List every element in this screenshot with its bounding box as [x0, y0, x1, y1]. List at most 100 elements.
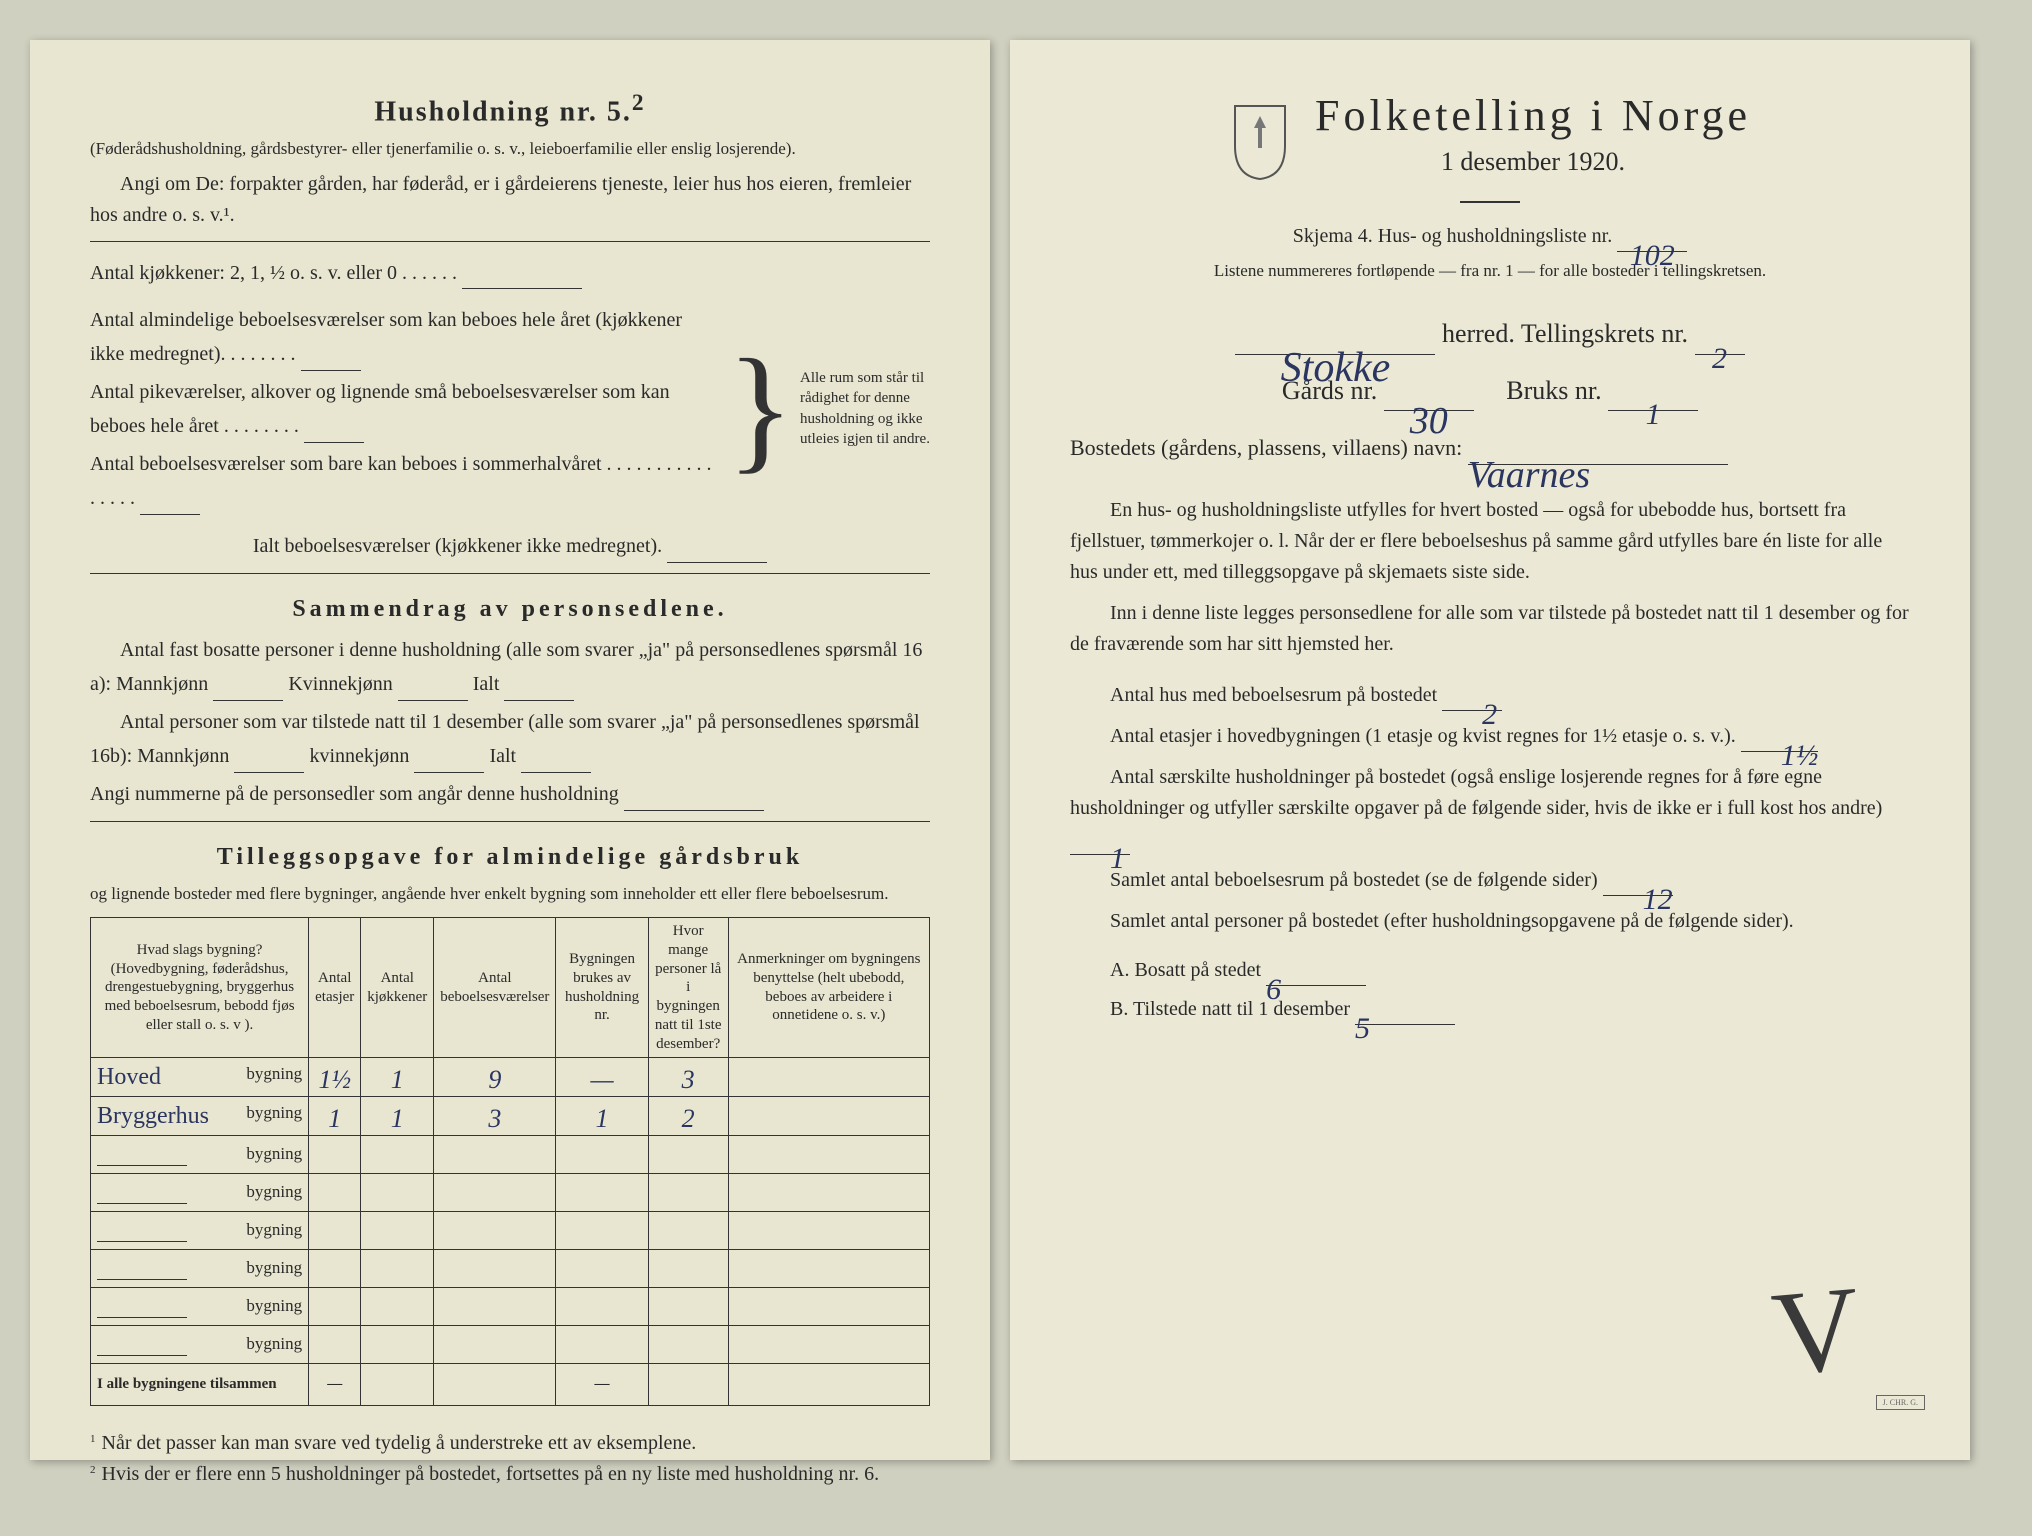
building-cell — [434, 1212, 556, 1250]
building-cell — [361, 1326, 434, 1364]
A-val: 6 — [1266, 973, 1281, 1006]
skjema-label: Skjema 4. Hus- og husholdningsliste nr. — [1293, 225, 1612, 247]
rule-2 — [90, 573, 930, 574]
building-cell — [728, 1212, 929, 1250]
kitchen-text: Antal kjøkkener: 2, 1, ½ o. s. v. eller … — [90, 262, 457, 284]
q1-fill: 2 — [1442, 689, 1502, 711]
building-row: bygning — [91, 1136, 930, 1174]
krets-fill: 2 — [1695, 333, 1745, 355]
q5: Samlet antal personer på bostedet (efter… — [1070, 906, 1910, 937]
building-cell — [728, 1058, 929, 1097]
kitchen-line: Antal kjøkkener: 2, 1, ½ o. s. v. eller … — [90, 258, 930, 289]
left-title: Husholdning nr. 5.2 — [90, 90, 930, 128]
building-row-label: bygning — [91, 1136, 309, 1174]
building-row: bygning — [91, 1288, 930, 1326]
fn2-n: 2 — [90, 1464, 96, 1476]
building-cell — [728, 1288, 929, 1326]
building-cell — [648, 1288, 728, 1326]
bosted-lbl: Bostedets (gårdens, plassens, villaens) … — [1070, 435, 1462, 460]
building-cell: 9 — [434, 1058, 556, 1097]
building-row: bygning — [91, 1212, 930, 1250]
footnotes: 1 Når det passer kan man svare ved tydeli… — [90, 1428, 930, 1490]
building-row: Hoved bygning1½19—3 — [91, 1058, 930, 1097]
item-B: B. Tilstede natt til 1 desember 5 — [1110, 994, 1910, 1025]
s1-kv-fill — [398, 679, 468, 701]
building-cell — [361, 1288, 434, 1326]
building-cell — [728, 1174, 929, 1212]
building-cell — [361, 1250, 434, 1288]
building-row: bygning — [91, 1326, 930, 1364]
building-row: bygning — [91, 1250, 930, 1288]
building-th-3: Antalbeboelsesværelser — [434, 918, 556, 1058]
building-thead: Hvad slags bygning?(Hovedbygning, føderå… — [91, 918, 930, 1058]
A-lbl: A. Bosatt på stedet — [1110, 959, 1261, 981]
building-cell — [309, 1212, 361, 1250]
building-cell — [434, 1174, 556, 1212]
building-row-label: bygning — [91, 1326, 309, 1364]
A-fill: 6 — [1266, 964, 1366, 986]
brace-icon: } — [721, 339, 800, 479]
building-footer-cell — [361, 1364, 434, 1406]
building-cell — [556, 1174, 648, 1212]
brace-left-col: Antal almindelige beboelsesværelser som … — [90, 299, 721, 519]
building-th-4: Bygningenbrukes avhusholdning nr. — [556, 918, 648, 1058]
bruk-val: 1 — [1646, 398, 1661, 431]
building-th-1: Antaletasjer — [309, 918, 361, 1058]
brace-right-text: Alle rum som står til rådighet for denne… — [800, 368, 930, 449]
building-cell — [309, 1288, 361, 1326]
main-title: Folketelling i Norge — [1315, 90, 1751, 141]
left-title-text: Husholdning nr. 5. — [374, 96, 632, 127]
building-cell: 1 — [361, 1097, 434, 1136]
building-cell: 1 — [361, 1058, 434, 1097]
para2: Inn i denne liste legges personsedlene f… — [1070, 598, 1910, 660]
s2: Antal personer som var tilstede natt til… — [90, 705, 930, 773]
building-cell — [556, 1250, 648, 1288]
checkmark-icon: V — [1767, 1258, 1865, 1403]
item-A: A. Bosatt på stedet 6 — [1110, 955, 1910, 986]
s2b: kvinnekjønn — [309, 745, 409, 767]
building-th-2: Antalkjøkkener — [361, 918, 434, 1058]
building-cell: 2 — [648, 1097, 728, 1136]
s2c: Ialt — [489, 745, 516, 767]
building-th-5: Hvor mangepersoner låi bygningennatt til… — [648, 918, 728, 1058]
building-cell — [728, 1097, 929, 1136]
herred-val: Stokke — [1281, 345, 1391, 391]
building-cell — [434, 1288, 556, 1326]
s3-fill — [624, 789, 764, 811]
q2-fill: 1½ — [1741, 730, 1819, 752]
b2-fill — [304, 421, 364, 443]
building-header-row: Hvad slags bygning?(Hovedbygning, føderå… — [91, 918, 930, 1058]
fn1-n: 1 — [90, 1433, 96, 1445]
brace-block: Antal almindelige beboelsesværelser som … — [90, 299, 930, 519]
building-row-label: bygning — [91, 1174, 309, 1212]
s1b: Kvinnekjønn — [288, 673, 392, 695]
building-cell — [648, 1136, 728, 1174]
s1-mann-fill — [213, 679, 283, 701]
q2-val: 1½ — [1781, 739, 1819, 772]
building-tbody: Hoved bygning1½19—3Bryggerhus bygning113… — [91, 1058, 930, 1364]
building-cell — [361, 1212, 434, 1250]
building-cell — [556, 1136, 648, 1174]
building-table: Hvad slags bygning?(Hovedbygning, føderå… — [90, 917, 930, 1406]
fn1-text: Når det passer kan man svare ved tydelig… — [102, 1432, 697, 1454]
section-tillegg: Tilleggsopgave for almindelige gårdsbruk — [90, 844, 930, 871]
sub-date: 1 desember 1920. — [1315, 147, 1751, 177]
right-body: En hus- og husholdningsliste utfylles fo… — [1070, 495, 1910, 1025]
coat-of-arms-icon — [1229, 101, 1291, 181]
b3: Antal beboelsesværelser som bare kan beb… — [90, 447, 721, 515]
building-th-0: Hvad slags bygning?(Hovedbygning, føderå… — [91, 918, 309, 1058]
s1c: Ialt — [473, 673, 500, 695]
s3-text: Angi nummerne på de personsedler som ang… — [90, 783, 619, 805]
building-cell: 3 — [648, 1058, 728, 1097]
kitchen-fill — [462, 267, 582, 289]
bosted-line: Bostedets (gårdens, plassens, villaens) … — [1070, 431, 1910, 465]
s3: Angi nummerne på de personsedler som ang… — [90, 777, 930, 811]
building-row-label: Hoved bygning — [91, 1058, 309, 1097]
building-row-label: bygning — [91, 1288, 309, 1326]
building-cell — [361, 1136, 434, 1174]
skjema-val: 102 — [1630, 239, 1675, 272]
gard-val: 30 — [1410, 400, 1448, 442]
building-cell: 3 — [434, 1097, 556, 1136]
q4-val: 12 — [1643, 883, 1673, 916]
building-cell — [309, 1326, 361, 1364]
